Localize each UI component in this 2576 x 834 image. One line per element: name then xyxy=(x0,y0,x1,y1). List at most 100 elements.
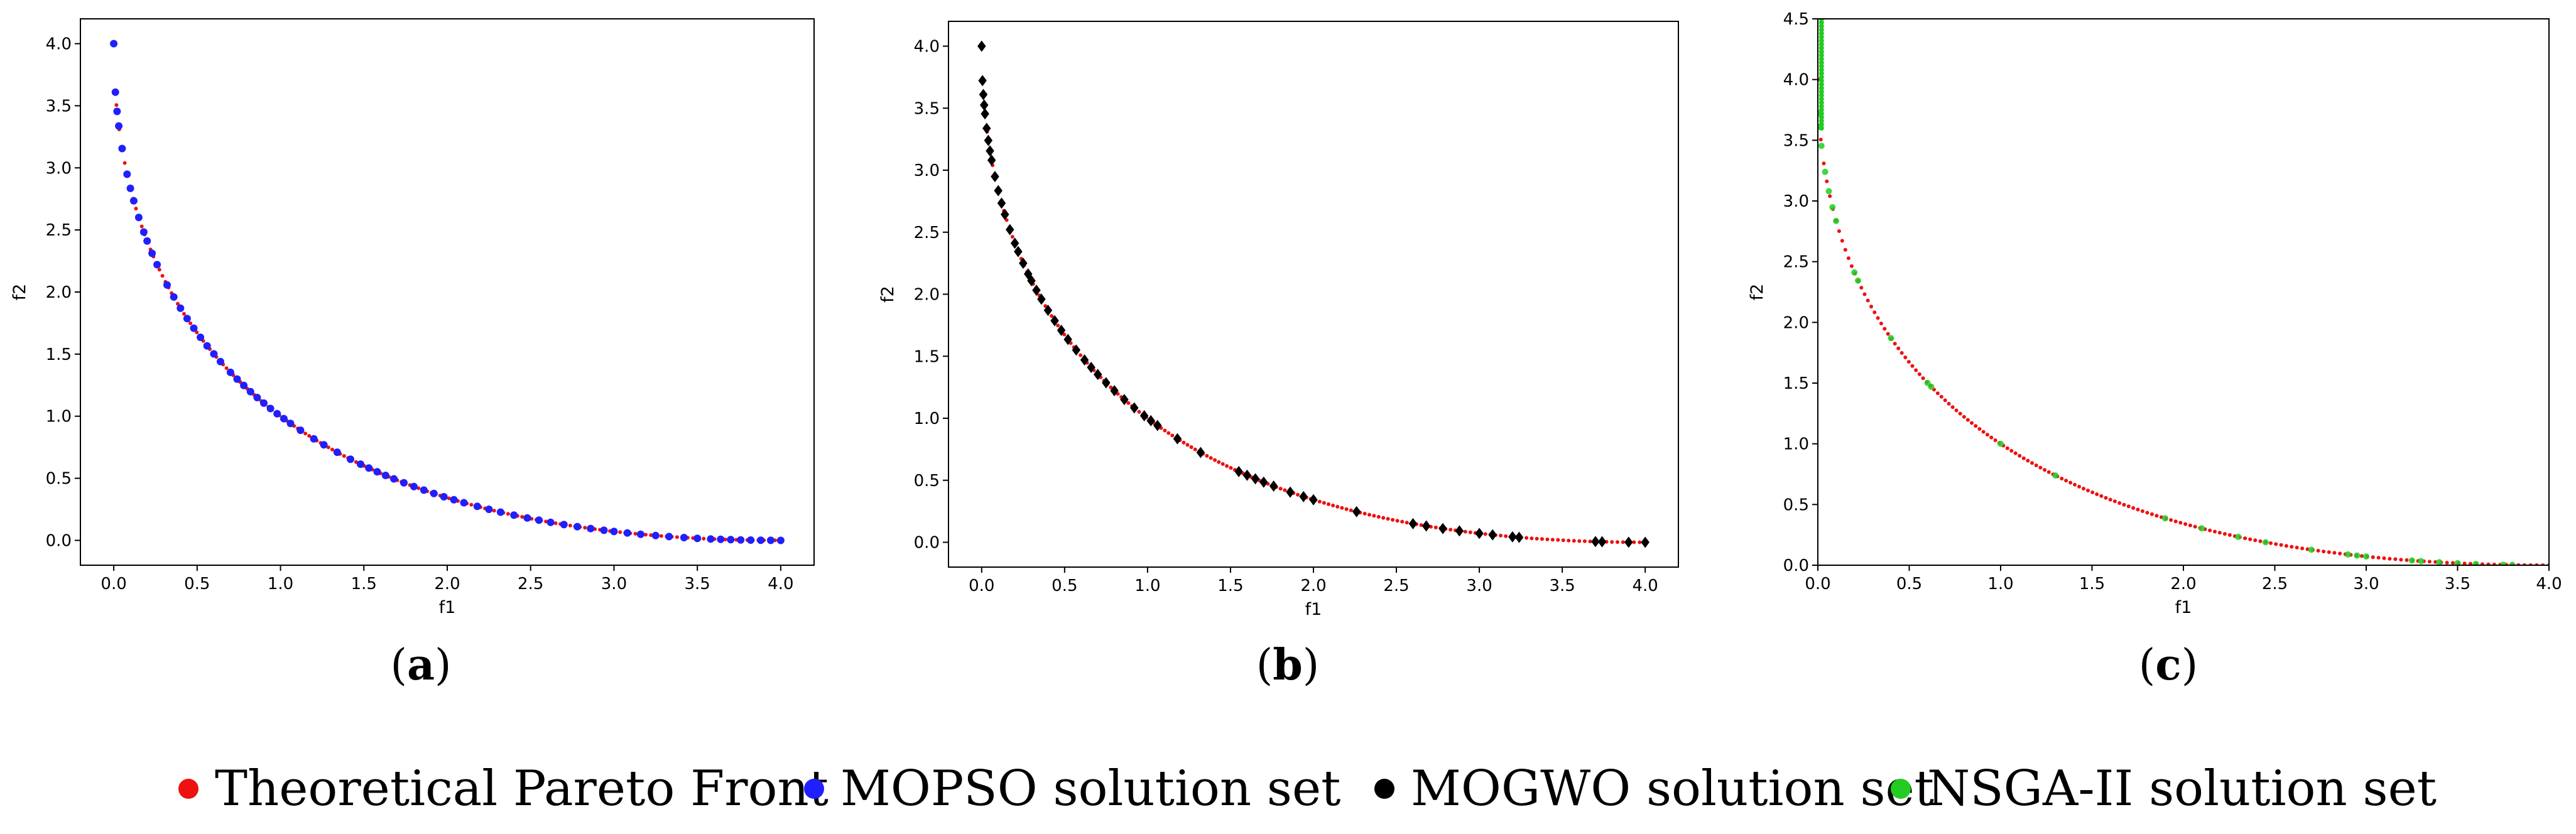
theory-point xyxy=(1610,540,1614,544)
theory-point xyxy=(1317,499,1322,504)
theory-point xyxy=(1556,538,1560,542)
theory-point xyxy=(1170,433,1175,438)
solution-point xyxy=(737,536,745,544)
subplot-c: 0.0 0.5 1.0 1.5 2.0 2.5 3.0 3.5 4.0 0.0 0.5 1.0 1.5 2… xyxy=(1747,10,2562,690)
theory-point xyxy=(2131,506,2136,510)
subplot-b-ylabel: f2 xyxy=(878,286,898,303)
theory-point xyxy=(182,311,186,316)
theory-point xyxy=(1050,314,1054,318)
solution-point xyxy=(1130,402,1139,414)
solution-point xyxy=(1818,49,1824,55)
solution-point xyxy=(980,99,989,111)
theory-point xyxy=(2117,501,2122,505)
theory-point xyxy=(1638,540,1642,544)
theory-point xyxy=(1840,239,1844,243)
solution-point xyxy=(1110,385,1119,397)
x-tick-label: 1.0 xyxy=(268,575,293,593)
theory-point xyxy=(122,161,127,165)
solution-point xyxy=(1014,246,1023,257)
solution-point xyxy=(535,516,543,524)
solution-point xyxy=(680,534,688,541)
solution-point xyxy=(1818,45,1824,51)
theory-point xyxy=(1886,332,1890,336)
x-tick-label: 0.5 xyxy=(1052,577,1077,595)
theory-point xyxy=(583,526,587,530)
solution-points xyxy=(1818,110,2516,565)
x-tick-label: 3.5 xyxy=(685,575,710,593)
theory-point xyxy=(2243,536,2247,541)
theory-point xyxy=(2026,458,2030,463)
solution-point xyxy=(286,420,295,428)
solution-point xyxy=(707,535,715,543)
theory-point xyxy=(2213,529,2217,534)
solution-point xyxy=(1597,536,1607,548)
solution-point xyxy=(118,144,126,153)
solution-point xyxy=(1027,274,1036,286)
solution-point xyxy=(450,496,458,504)
solution-point xyxy=(573,523,582,531)
theory-point xyxy=(1400,519,1405,524)
solution-point xyxy=(310,435,318,443)
solution-point xyxy=(767,536,774,544)
theory-point xyxy=(1278,487,1283,491)
solution-point xyxy=(693,534,702,543)
theory-point xyxy=(303,431,308,436)
solution-point xyxy=(623,529,631,537)
theory-point xyxy=(1126,401,1131,405)
solution-point xyxy=(1624,536,1633,548)
solution-point xyxy=(1352,506,1361,517)
theory-point xyxy=(1335,504,1340,509)
theory-front-points xyxy=(979,44,1648,544)
theory-point xyxy=(1327,502,1330,506)
theory-point xyxy=(2178,521,2183,525)
solution-point xyxy=(747,536,755,544)
y-tick-label: 0.5 xyxy=(46,470,72,489)
theory-point xyxy=(2450,561,2455,565)
solution-point xyxy=(1818,114,1824,120)
theory-point xyxy=(2284,544,2288,548)
solution-point xyxy=(1196,447,1205,458)
theory-point xyxy=(2013,451,2018,455)
solution-point xyxy=(1153,420,1162,431)
subplot-b-xlabel: f1 xyxy=(1305,600,1322,619)
theory-point xyxy=(506,512,510,516)
theory-point xyxy=(1349,508,1353,512)
theory-point xyxy=(2316,548,2320,553)
solution-point xyxy=(1251,473,1260,485)
theory-point xyxy=(2018,453,2022,458)
theory-point xyxy=(2248,537,2253,541)
y-tick-label: 0.0 xyxy=(46,531,72,550)
solution-point xyxy=(1818,41,1824,47)
solution-point xyxy=(183,315,191,323)
y-tick-label: 4.0 xyxy=(914,38,940,57)
solution-point xyxy=(2308,546,2315,553)
theory-point xyxy=(1405,521,1409,525)
solution-point xyxy=(2262,539,2269,546)
subplot-a-ylabel: f2 xyxy=(10,284,30,301)
solution-point xyxy=(1818,38,1824,43)
solution-point xyxy=(390,475,398,483)
solution-point xyxy=(997,197,1006,209)
theory-point xyxy=(1213,458,1217,462)
solution-point xyxy=(153,261,161,269)
theory-point xyxy=(649,533,653,538)
y-tick-label: 2.0 xyxy=(46,283,72,302)
theory-point xyxy=(1632,540,1636,544)
solution-point xyxy=(1057,325,1066,337)
legend-label-theory: Theoretical Pareto Front xyxy=(215,761,829,817)
theory-point xyxy=(1822,161,1826,166)
legend: Theoretical Pareto Front MOPSO solution … xyxy=(178,761,2437,817)
solution-point xyxy=(1102,377,1111,389)
subplot-c-xlabel: f1 xyxy=(2175,598,2192,617)
theory-point xyxy=(1954,408,1959,413)
solution-point xyxy=(430,489,438,497)
theory-point xyxy=(1965,418,1970,422)
theory-point xyxy=(1205,453,1209,458)
solution-point xyxy=(233,375,241,383)
theory-point xyxy=(644,533,648,537)
solution-point xyxy=(1818,143,1825,149)
theory-point xyxy=(1137,409,1141,414)
theory-point xyxy=(1062,332,1067,337)
solution-point xyxy=(982,122,991,134)
solution-point xyxy=(1818,23,1824,29)
